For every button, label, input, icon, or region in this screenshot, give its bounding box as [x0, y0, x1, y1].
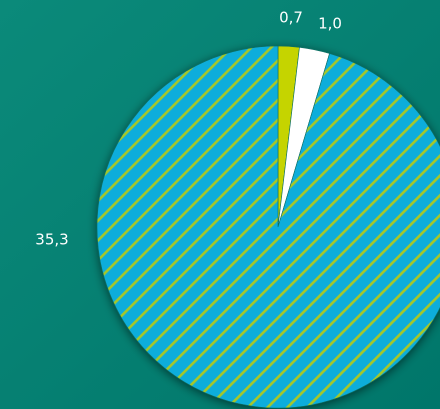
pie — [96, 45, 440, 409]
slice-label: 35,3 — [35, 231, 68, 249]
slice-label: 0,7 — [279, 9, 303, 27]
slice-label: 1,0 — [318, 15, 342, 33]
pie-slice — [96, 45, 440, 409]
